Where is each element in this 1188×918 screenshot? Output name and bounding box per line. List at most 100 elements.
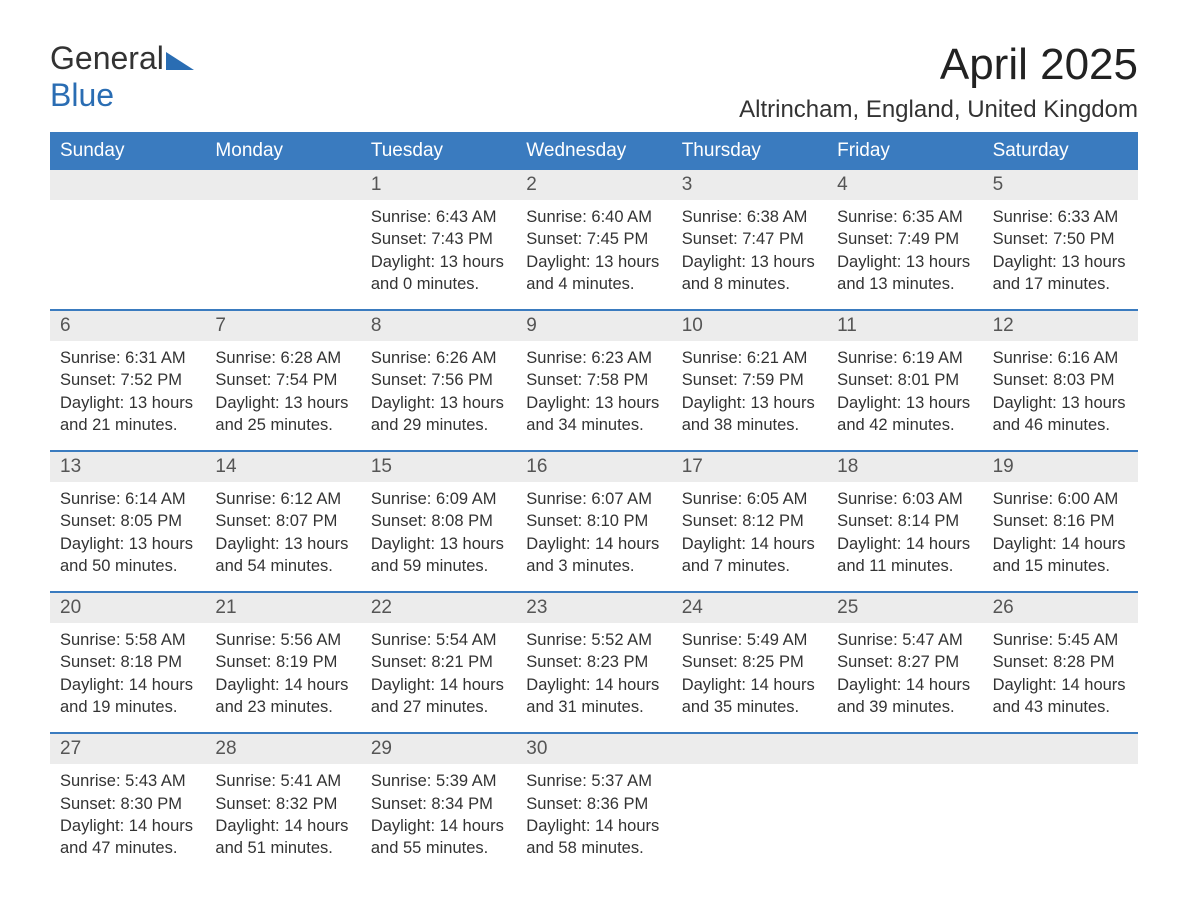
day-number: 5 xyxy=(983,170,1138,200)
weekday-friday: Friday xyxy=(827,132,982,170)
daylight-text-2: and 50 minutes. xyxy=(60,555,195,577)
sunrise-text: Sunrise: 6:07 AM xyxy=(526,488,661,510)
sunset-text: Sunset: 8:07 PM xyxy=(215,510,350,532)
calendar-day-cell: Sunrise: 6:40 AMSunset: 7:45 PMDaylight:… xyxy=(516,200,671,309)
day-number xyxy=(50,170,205,200)
logo-flag-icon xyxy=(166,52,194,70)
calendar-day-cell: Sunrise: 6:00 AMSunset: 8:16 PMDaylight:… xyxy=(983,482,1138,591)
daylight-text-2: and 8 minutes. xyxy=(682,273,817,295)
daylight-text-1: Daylight: 13 hours xyxy=(215,392,350,414)
calendar-day-cell: Sunrise: 6:16 AMSunset: 8:03 PMDaylight:… xyxy=(983,341,1138,450)
sunset-text: Sunset: 8:23 PM xyxy=(526,651,661,673)
day-number: 28 xyxy=(205,734,360,764)
daylight-text-2: and 38 minutes. xyxy=(682,414,817,436)
day-number: 17 xyxy=(672,452,827,482)
sunrise-text: Sunrise: 6:03 AM xyxy=(837,488,972,510)
daylight-text-2: and 27 minutes. xyxy=(371,696,506,718)
sunrise-text: Sunrise: 6:43 AM xyxy=(371,206,506,228)
sunset-text: Sunset: 7:45 PM xyxy=(526,228,661,250)
sunrise-text: Sunrise: 5:49 AM xyxy=(682,629,817,651)
calendar-day-cell: Sunrise: 5:49 AMSunset: 8:25 PMDaylight:… xyxy=(672,623,827,732)
calendar-week: 6789101112Sunrise: 6:31 AMSunset: 7:52 P… xyxy=(50,309,1138,450)
day-number: 22 xyxy=(361,593,516,623)
calendar-day-cell: Sunrise: 6:43 AMSunset: 7:43 PMDaylight:… xyxy=(361,200,516,309)
sunset-text: Sunset: 8:36 PM xyxy=(526,793,661,815)
sunrise-text: Sunrise: 6:33 AM xyxy=(993,206,1128,228)
calendar-day-cell: Sunrise: 5:47 AMSunset: 8:27 PMDaylight:… xyxy=(827,623,982,732)
daylight-text-1: Daylight: 13 hours xyxy=(215,533,350,555)
day-number: 24 xyxy=(672,593,827,623)
daylight-text-2: and 4 minutes. xyxy=(526,273,661,295)
daylight-text-2: and 47 minutes. xyxy=(60,837,195,859)
location-label: Altrincham, England, United Kingdom xyxy=(739,96,1138,124)
daylight-text-2: and 0 minutes. xyxy=(371,273,506,295)
daylight-text-2: and 31 minutes. xyxy=(526,696,661,718)
calendar-day-cell: Sunrise: 5:56 AMSunset: 8:19 PMDaylight:… xyxy=(205,623,360,732)
daylight-text-1: Daylight: 13 hours xyxy=(526,251,661,273)
sunset-text: Sunset: 7:47 PM xyxy=(682,228,817,250)
sunset-text: Sunset: 7:50 PM xyxy=(993,228,1128,250)
sunset-text: Sunset: 8:27 PM xyxy=(837,651,972,673)
daylight-text-1: Daylight: 13 hours xyxy=(837,251,972,273)
sunset-text: Sunset: 7:58 PM xyxy=(526,369,661,391)
day-number: 6 xyxy=(50,311,205,341)
day-number: 4 xyxy=(827,170,982,200)
day-number: 7 xyxy=(205,311,360,341)
daylight-text-1: Daylight: 14 hours xyxy=(993,533,1128,555)
calendar-day-cell: Sunrise: 5:43 AMSunset: 8:30 PMDaylight:… xyxy=(50,764,205,873)
day-number: 27 xyxy=(50,734,205,764)
sunset-text: Sunset: 8:28 PM xyxy=(993,651,1128,673)
calendar-day-cell: Sunrise: 6:33 AMSunset: 7:50 PMDaylight:… xyxy=(983,200,1138,309)
day-number: 19 xyxy=(983,452,1138,482)
daylight-text-1: Daylight: 14 hours xyxy=(526,674,661,696)
calendar-empty-cell xyxy=(827,764,982,873)
daylight-text-2: and 23 minutes. xyxy=(215,696,350,718)
day-number xyxy=(205,170,360,200)
calendar-day-cell: Sunrise: 5:45 AMSunset: 8:28 PMDaylight:… xyxy=(983,623,1138,732)
daylight-text-1: Daylight: 14 hours xyxy=(682,533,817,555)
day-number: 20 xyxy=(50,593,205,623)
day-number-row: 27282930 xyxy=(50,734,1138,764)
calendar-day-cell: Sunrise: 5:58 AMSunset: 8:18 PMDaylight:… xyxy=(50,623,205,732)
daylight-text-2: and 59 minutes. xyxy=(371,555,506,577)
sunrise-text: Sunrise: 5:52 AM xyxy=(526,629,661,651)
sunset-text: Sunset: 7:56 PM xyxy=(371,369,506,391)
sunrise-text: Sunrise: 6:21 AM xyxy=(682,347,817,369)
day-number: 13 xyxy=(50,452,205,482)
header: General Blue April 2025 Altrincham, Engl… xyxy=(50,40,1138,132)
sunset-text: Sunset: 8:16 PM xyxy=(993,510,1128,532)
sunrise-text: Sunrise: 6:28 AM xyxy=(215,347,350,369)
day-number-row: 20212223242526 xyxy=(50,593,1138,623)
daylight-text-2: and 17 minutes. xyxy=(993,273,1128,295)
title-block: April 2025 Altrincham, England, United K… xyxy=(739,40,1138,132)
daylight-text-1: Daylight: 13 hours xyxy=(60,392,195,414)
sunset-text: Sunset: 8:03 PM xyxy=(993,369,1128,391)
calendar-empty-cell xyxy=(50,200,205,309)
daylight-text-2: and 21 minutes. xyxy=(60,414,195,436)
sunrise-text: Sunrise: 5:41 AM xyxy=(215,770,350,792)
calendar-day-cell: Sunrise: 5:39 AMSunset: 8:34 PMDaylight:… xyxy=(361,764,516,873)
sunset-text: Sunset: 8:10 PM xyxy=(526,510,661,532)
sunrise-text: Sunrise: 6:31 AM xyxy=(60,347,195,369)
daylight-text-1: Daylight: 13 hours xyxy=(371,392,506,414)
day-number: 26 xyxy=(983,593,1138,623)
daylight-text-2: and 58 minutes. xyxy=(526,837,661,859)
daylight-text-1: Daylight: 13 hours xyxy=(993,251,1128,273)
sunset-text: Sunset: 8:19 PM xyxy=(215,651,350,673)
sunrise-text: Sunrise: 6:26 AM xyxy=(371,347,506,369)
sunrise-text: Sunrise: 5:54 AM xyxy=(371,629,506,651)
sunrise-text: Sunrise: 5:56 AM xyxy=(215,629,350,651)
daylight-text-1: Daylight: 13 hours xyxy=(682,251,817,273)
sunrise-text: Sunrise: 6:16 AM xyxy=(993,347,1128,369)
day-number: 1 xyxy=(361,170,516,200)
sunrise-text: Sunrise: 6:00 AM xyxy=(993,488,1128,510)
sunrise-text: Sunrise: 5:39 AM xyxy=(371,770,506,792)
calendar-day-cell: Sunrise: 6:23 AMSunset: 7:58 PMDaylight:… xyxy=(516,341,671,450)
sunset-text: Sunset: 8:18 PM xyxy=(60,651,195,673)
sunrise-text: Sunrise: 5:45 AM xyxy=(993,629,1128,651)
sunset-text: Sunset: 8:01 PM xyxy=(837,369,972,391)
day-number-row: 13141516171819 xyxy=(50,452,1138,482)
daylight-text-2: and 15 minutes. xyxy=(993,555,1128,577)
logo-text-1: General xyxy=(50,40,164,76)
daylight-text-1: Daylight: 13 hours xyxy=(371,533,506,555)
